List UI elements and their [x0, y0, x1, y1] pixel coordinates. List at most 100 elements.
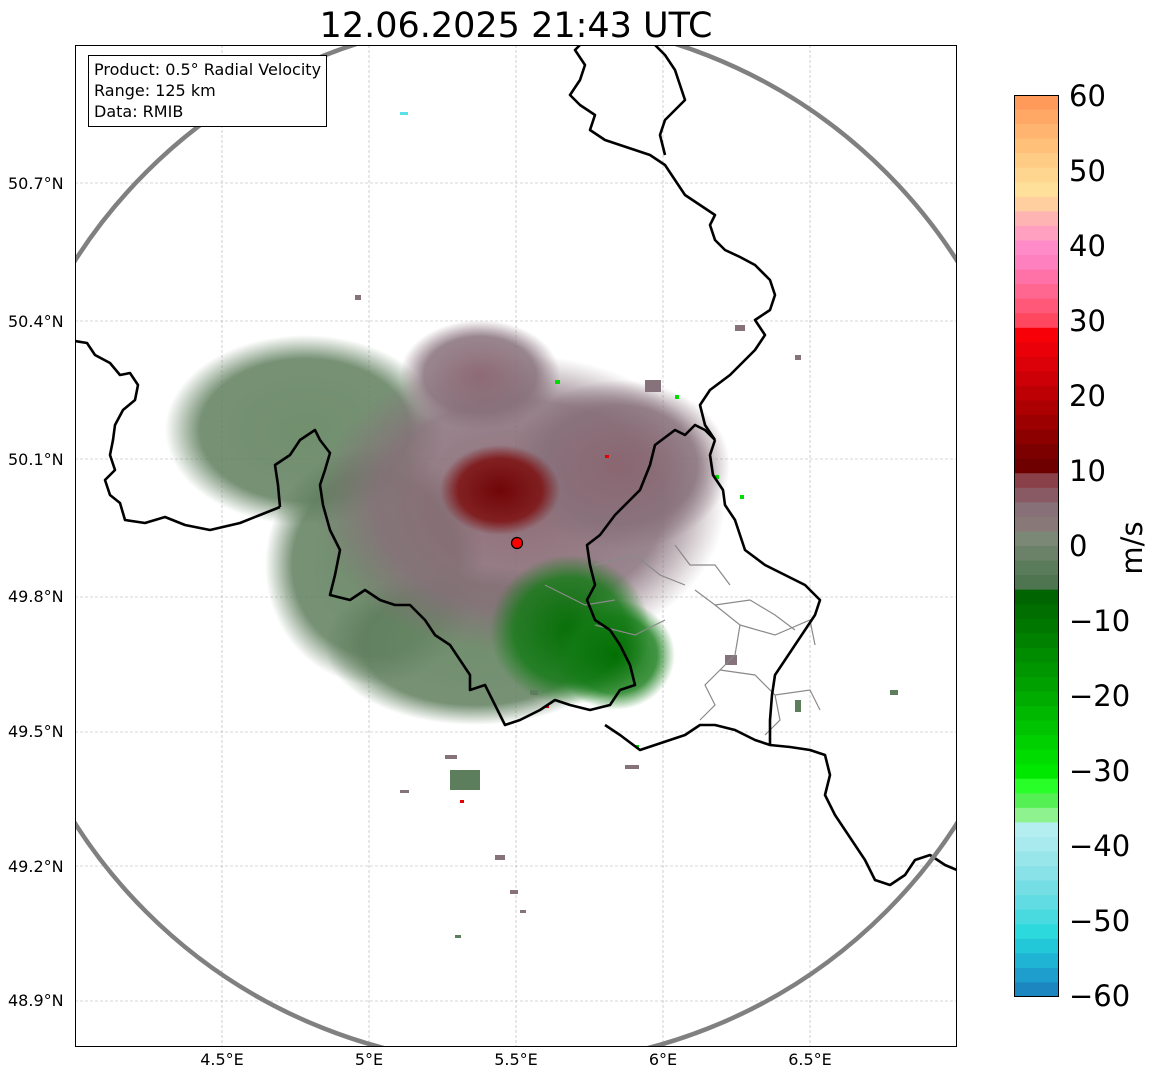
product-info-box: Product: 0.5° Radial Velocity Range: 125…: [88, 55, 328, 127]
colorbar-segment: [1014, 560, 1059, 576]
colorbar-segment: [1014, 167, 1059, 183]
colorbar-segment: [1014, 749, 1059, 765]
lat-label-50-4: 50.4°N: [8, 312, 64, 331]
radar-map[interactable]: Product: 0.5° Radial Velocity Range: 125…: [75, 45, 957, 1047]
colorbar-segment: [1014, 342, 1059, 358]
colorbar-segment: [1014, 458, 1059, 474]
colorbar-tick: −60: [1069, 979, 1131, 1013]
colorbar-segment: [1014, 327, 1059, 343]
colorbar-frame: [1014, 95, 1059, 997]
colorbar-tick: −30: [1069, 754, 1131, 788]
colorbar-segment: [1014, 225, 1059, 242]
colorbar-segment: [1014, 676, 1059, 693]
colorbar-segment: [1014, 706, 1059, 722]
colorbar-segment: [1014, 895, 1059, 911]
colorbar-segment: [1014, 851, 1059, 867]
lat-label-50-7: 50.7°N: [8, 174, 64, 193]
colorbar-segment: [1014, 967, 1059, 984]
colorbar-segment: [1014, 982, 1059, 997]
colorbar-segment: [1014, 313, 1059, 329]
lat-label-49-2: 49.2°N: [8, 857, 64, 876]
colorbar-tick: 30: [1069, 304, 1106, 338]
colorbar-segment: [1014, 153, 1059, 169]
colorbar-segment: [1014, 778, 1059, 794]
colorbar-segment: [1014, 764, 1059, 780]
admin-boundaries: [544, 544, 821, 736]
colorbar-segment: [1014, 924, 1059, 940]
echo-inbound-core: [440, 445, 560, 535]
lon-label-5-5: 5.5°E: [494, 1050, 538, 1069]
colorbar-segment: [1014, 109, 1059, 125]
colorbar-segment: [1014, 95, 1059, 111]
border-luxembourg-east: [604, 439, 822, 752]
border-france-belgium: [75, 339, 281, 532]
colorbar-segment: [1014, 516, 1059, 533]
colorbar-segment: [1014, 589, 1059, 605]
map-title: 12.06.2025 21:43 UTC: [319, 6, 713, 46]
border-belgium-france-south: [273, 423, 716, 727]
border-belgium-germany: [568, 45, 777, 441]
lat-label-49-8: 49.8°N: [8, 587, 64, 606]
colorbar-tick: −20: [1069, 679, 1131, 713]
colorbar-segment: [1014, 182, 1059, 198]
colorbar-segment: [1014, 124, 1059, 140]
colorbar-segment: [1014, 356, 1059, 373]
lon-label-4-5: 4.5°E: [200, 1050, 244, 1069]
colorbar-segment: [1014, 662, 1059, 678]
colorbar-segment: [1014, 444, 1059, 460]
colorbar-segment: [1014, 880, 1059, 896]
echo-north-mauve: [400, 320, 560, 430]
colorbar-tick: 0: [1069, 529, 1088, 563]
lat-label-50-1: 50.1°N: [8, 450, 64, 469]
colorbar-segment: [1014, 196, 1059, 212]
colorbar-segment: [1014, 575, 1059, 591]
lat-label-48-9: 48.9°N: [8, 991, 64, 1010]
colorbar-segment: [1014, 909, 1059, 925]
colorbar-segment: [1014, 429, 1059, 445]
colorbar-tick: 40: [1069, 229, 1106, 263]
radar-site-marker[interactable]: [510, 536, 524, 550]
colorbar-segment: [1014, 633, 1059, 649]
border-netherlands: [654, 45, 687, 156]
colorbar-segment: [1014, 400, 1059, 416]
colorbar-segment: [1014, 371, 1059, 387]
colorbar-segment: [1014, 604, 1059, 620]
colorbar-segment: [1014, 793, 1059, 809]
lon-label-6-5: 6.5°E: [788, 1050, 832, 1069]
colorbar-tick: −10: [1069, 604, 1131, 638]
colorbar-segment: [1014, 531, 1059, 547]
colorbar-segment: [1014, 138, 1059, 154]
velocity-echoes: [165, 112, 898, 938]
echo-outbound-southeast: [555, 600, 675, 710]
colorbar-segment: [1014, 473, 1059, 489]
lon-label-6: 6°E: [648, 1050, 678, 1069]
colorbar-segment: [1014, 866, 1059, 882]
data-source-label: Data: RMIB: [94, 102, 184, 121]
colorbar-segment: [1014, 546, 1059, 562]
colorbar-segment: [1014, 240, 1059, 256]
colorbar-segment: [1014, 385, 1059, 402]
colorbar-unit-label: m/s: [1115, 521, 1149, 575]
colorbar-segment: [1014, 502, 1059, 518]
colorbar-segment: [1014, 938, 1059, 954]
product-label: Product: 0.5° Radial Velocity: [94, 60, 322, 79]
lon-label-5: 5°E: [354, 1050, 384, 1069]
colorbar-segment: [1014, 415, 1059, 431]
national-borders: [75, 45, 957, 887]
map-frame: [75, 45, 957, 1047]
colorbar-segment: [1014, 953, 1059, 969]
velocity-colorbar: [1014, 95, 1059, 997]
colorbar-segment: [1014, 487, 1059, 503]
colorbar-segment: [1014, 284, 1059, 300]
colorbar-segment: [1014, 720, 1059, 736]
range-label: Range: 125 km: [94, 81, 216, 100]
colorbar-tick: −50: [1069, 904, 1131, 938]
colorbar-segment: [1014, 836, 1059, 853]
colorbar-segment: [1014, 735, 1059, 751]
lat-label-49-5: 49.5°N: [8, 722, 64, 741]
border-germany-france-east: [769, 743, 957, 887]
colorbar-tick: 10: [1069, 454, 1106, 488]
colorbar-segment: [1014, 822, 1059, 838]
colorbar-segment: [1014, 647, 1059, 663]
radar-map-canvas: [75, 45, 957, 1047]
